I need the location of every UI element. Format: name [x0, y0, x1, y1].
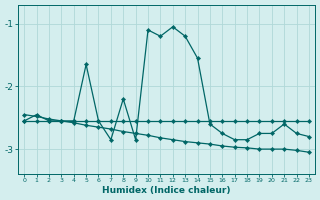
X-axis label: Humidex (Indice chaleur): Humidex (Indice chaleur) — [102, 186, 231, 195]
